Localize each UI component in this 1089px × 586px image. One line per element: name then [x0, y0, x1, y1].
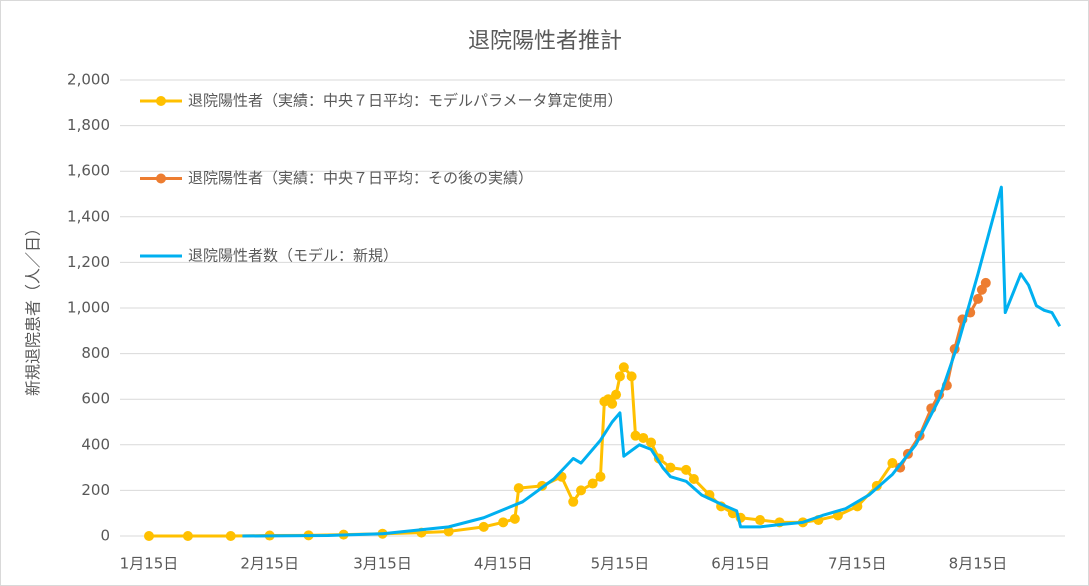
- x-tick-label: 6月15日: [711, 555, 770, 573]
- point: [144, 531, 154, 541]
- y-tick-label: 1,800: [67, 116, 110, 134]
- point: [225, 531, 236, 541]
- point: [587, 478, 598, 489]
- point: [513, 483, 524, 494]
- x-tick-label: 2月15日: [240, 555, 299, 573]
- point: [638, 432, 649, 443]
- point: [611, 389, 622, 400]
- y-tick-label: 200: [81, 481, 110, 499]
- y-tick-label: 1,600: [67, 162, 110, 180]
- point: [607, 398, 618, 409]
- legend-label: 退院陽性者（実績：中央７日平均：モデルパラメータ算定使用）: [188, 92, 623, 110]
- series-line: [242, 185, 1062, 538]
- x-tick-label: 1月15日: [120, 555, 179, 573]
- point: [665, 462, 676, 473]
- y-tick-label: 0: [100, 527, 110, 545]
- point: [509, 513, 520, 524]
- point: [887, 458, 898, 469]
- point: [568, 496, 579, 507]
- point: [443, 526, 454, 537]
- point: [626, 371, 637, 382]
- point: [576, 485, 587, 496]
- point: [618, 362, 629, 373]
- y-axis-label: 新規退院患者（人／日）: [24, 220, 43, 396]
- point: [182, 531, 193, 541]
- y-tick-label: 600: [81, 390, 110, 408]
- y-tick-label: 1,400: [67, 207, 110, 225]
- point: [755, 515, 766, 526]
- y-tick-label: 800: [81, 344, 110, 362]
- y-tick-label: 1,200: [67, 253, 110, 271]
- y-tick-label: 1,000: [67, 299, 110, 317]
- x-tick-label: 4月15日: [474, 555, 533, 573]
- legend-label: 退院陽性者数（モデル：新規）: [188, 247, 398, 265]
- point: [595, 471, 606, 482]
- x-tick-label: 5月15日: [591, 555, 650, 573]
- legend-marker: [156, 173, 166, 184]
- y-tick-label: 400: [81, 435, 110, 453]
- point: [973, 293, 983, 304]
- point: [646, 437, 657, 448]
- x-tick-label: 3月15日: [353, 555, 412, 573]
- point: [681, 464, 692, 475]
- point: [614, 371, 625, 382]
- x-tick-label: 8月15日: [949, 555, 1008, 573]
- chart-title: 退院陽性者推計: [468, 29, 622, 54]
- legend-marker: [156, 96, 166, 106]
- legend-label: 退院陽性者（実績：中央７日平均：その後の実績）: [188, 169, 533, 187]
- point: [498, 517, 509, 528]
- point: [688, 474, 699, 484]
- x-tick-label: 7月15日: [828, 555, 887, 573]
- point: [630, 430, 641, 441]
- point: [980, 277, 991, 288]
- y-tick-label: 2,000: [67, 71, 110, 89]
- point: [478, 521, 489, 532]
